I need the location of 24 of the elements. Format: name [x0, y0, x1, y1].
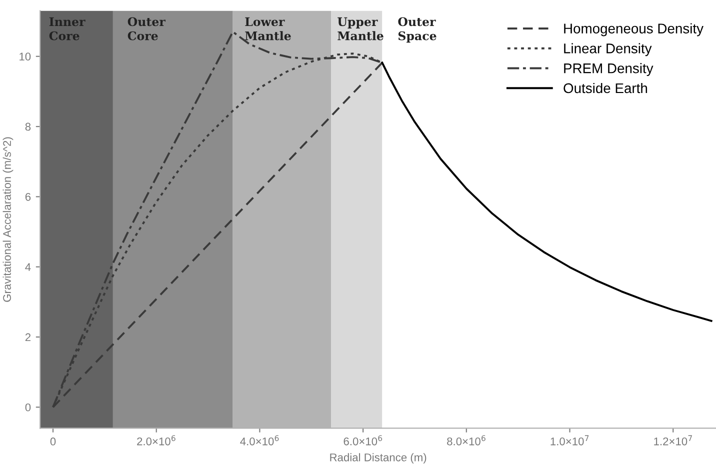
- x-tick-label: 6.0×10$^{6}$: [344, 435, 382, 446]
- x-tick-label: 2.0×10$^{6}$: [137, 435, 176, 446]
- band-label: Outer Core: [128, 17, 166, 40]
- y-tick-label: 8: [25, 122, 31, 131]
- x-tick-label: 0: [50, 438, 56, 446]
- x-tick-label: 1.2×10$^{7}$: [654, 435, 692, 446]
- y-tick-label: 10: [20, 52, 31, 61]
- band-label: Outer Space: [398, 17, 436, 43]
- x-tick-label: 1.0×10$^{7}$: [550, 435, 589, 446]
- y-tick-label: 4: [25, 263, 31, 271]
- legend-label: Homogeneous Density: [564, 23, 704, 36]
- x-axis-title: Radial Distance (m): [330, 453, 426, 464]
- x-tick-label: 4.0×10$^{6}$: [240, 435, 279, 446]
- y-tick-label: 0: [25, 403, 31, 412]
- legend-label: Outside Earth: [564, 82, 648, 94]
- band-label: Upper Mantle: [338, 17, 384, 40]
- y-axis-title: Gravitational Accelaration (m/s^2): [2, 137, 14, 302]
- y-tick-label: 6: [25, 192, 31, 201]
- legend-label: Linear Density: [564, 43, 652, 56]
- legend-label: PREM Density: [564, 63, 654, 76]
- band-label: Inner Core: [49, 17, 86, 40]
- band-label: Lower Mantle: [245, 17, 291, 40]
- x-tick-label: 8.0×10$^{6}$: [447, 435, 486, 446]
- y-tick-label: 2: [25, 333, 31, 342]
